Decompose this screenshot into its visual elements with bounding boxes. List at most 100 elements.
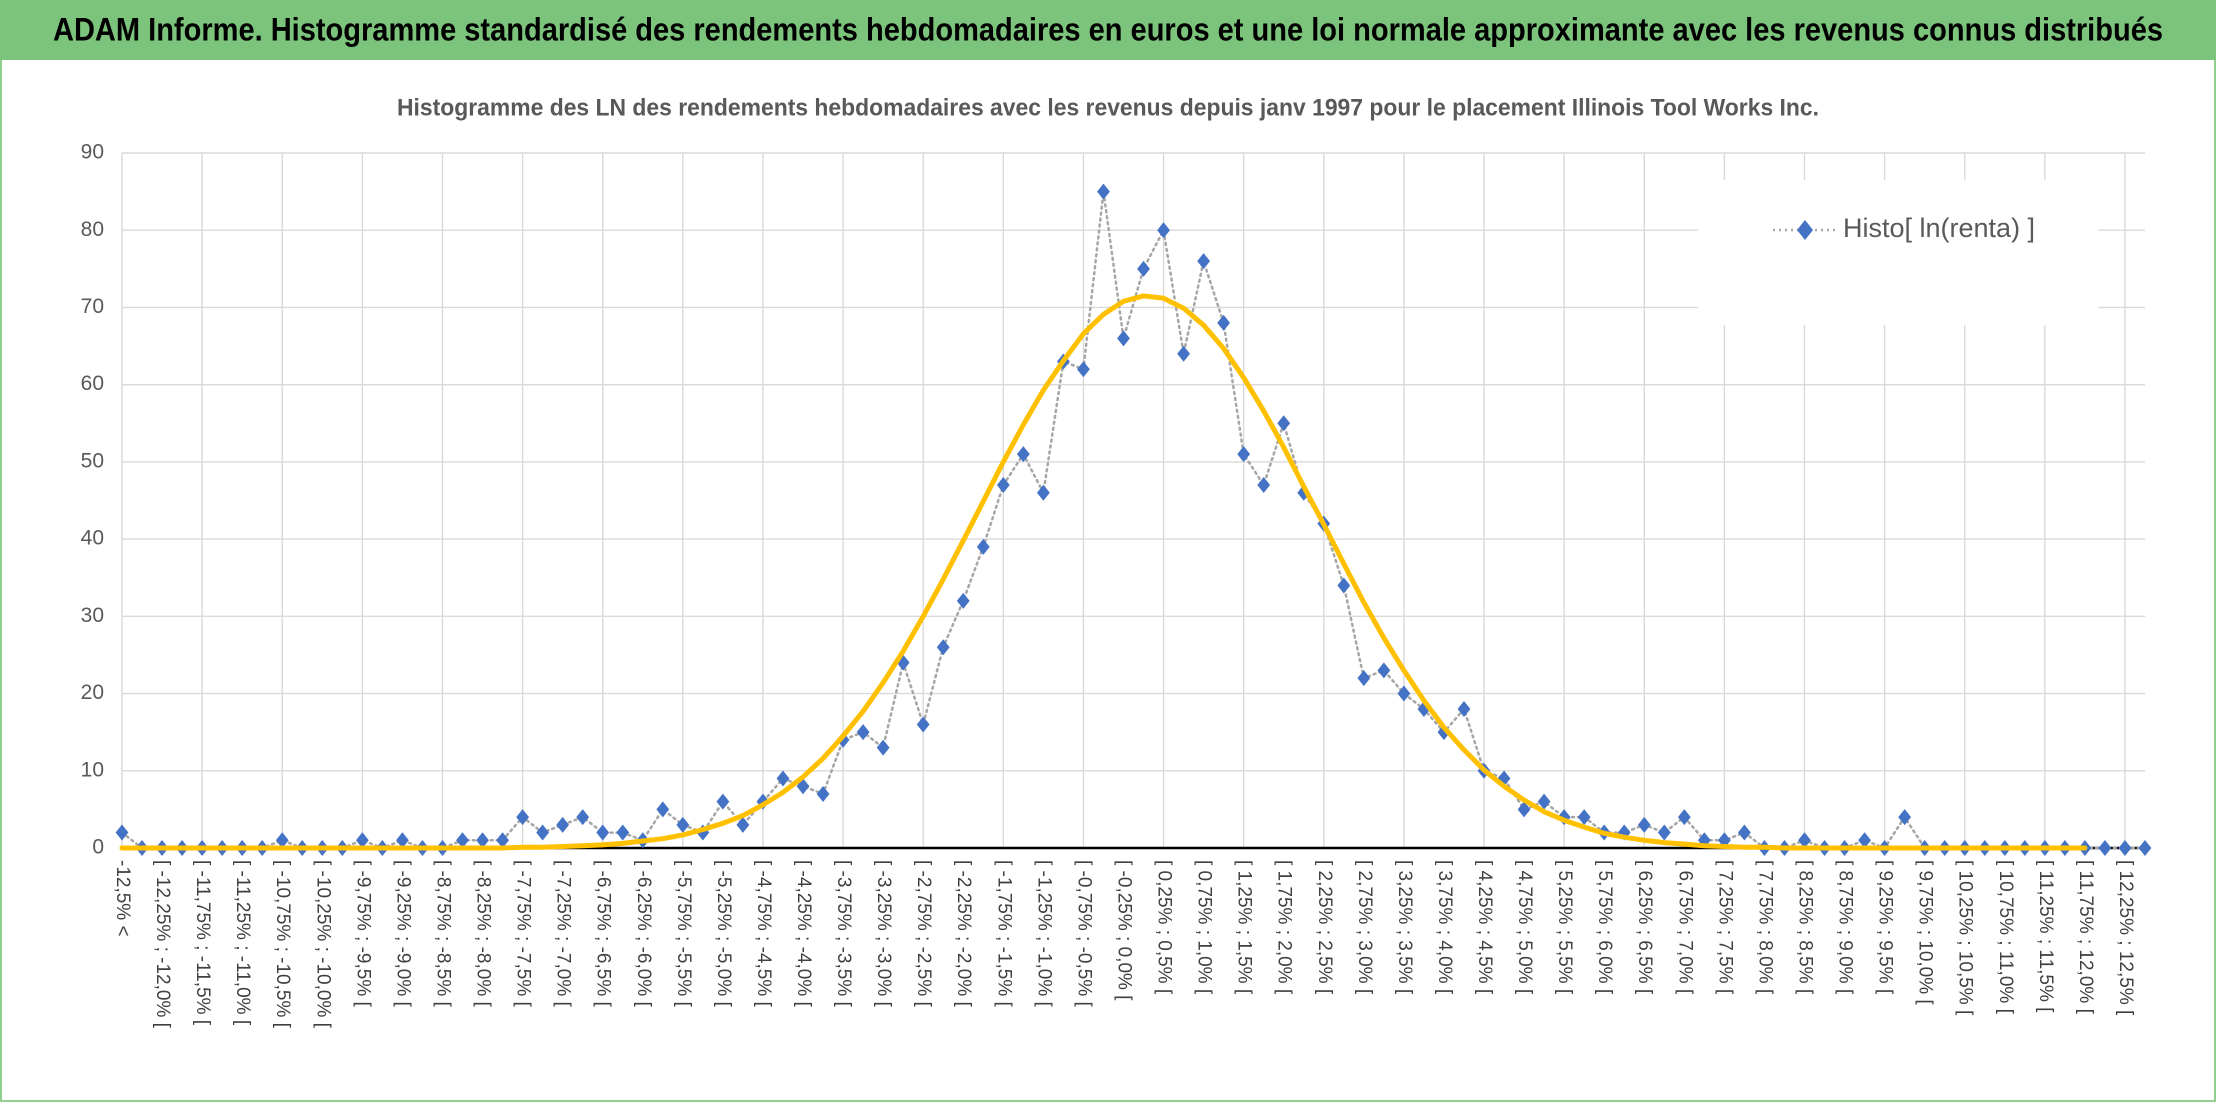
x-tick-label: [ -2,75% ; -2,5% [ xyxy=(913,860,934,1008)
data-point xyxy=(1898,809,1912,826)
data-point xyxy=(1457,701,1471,717)
header-title: ADAM Informe. Histogramme standardisé de… xyxy=(53,11,2163,47)
data-point xyxy=(1217,314,1231,331)
data-point xyxy=(776,770,790,787)
x-tick-label: [ -3,75% ; -3,5% [ xyxy=(833,860,854,1008)
x-tick-label: [ -0,75% ; -0,5% [ xyxy=(1073,860,1094,1008)
x-tick-label: [ 7,75% ; 8,0% [ xyxy=(1754,860,1775,995)
chart-title: Histogramme des LN des rendements hebdom… xyxy=(397,94,1819,121)
data-point xyxy=(956,592,970,609)
x-tick-label: [ -6,25% ; -6,0% [ xyxy=(633,860,654,1008)
x-tick-label: [ -4,25% ; -4,0% [ xyxy=(793,860,814,1008)
y-tick-label: 30 xyxy=(81,604,104,627)
data-point xyxy=(1117,330,1130,347)
x-tick-label: [ -10,25% ; -10,0% [ xyxy=(312,860,333,1029)
data-point xyxy=(496,832,509,849)
data-point xyxy=(2118,840,2132,856)
x-tick-label: [ 5,75% ; 6,0% [ xyxy=(1594,860,1615,995)
x-tick-label: [ -7,25% ; -7,0% [ xyxy=(553,860,574,1008)
y-tick-label: 50 xyxy=(81,449,104,472)
x-tick-label: [ 7,25% ; 7,5% [ xyxy=(1714,860,1735,995)
data-point xyxy=(556,816,570,833)
x-tick-label: [ 2,75% ; 3,0% [ xyxy=(1354,860,1375,995)
y-tick-label: 40 xyxy=(81,527,104,550)
data-point xyxy=(656,801,670,818)
x-tick-label: [ 0,25% ; 0,5% [ xyxy=(1154,860,1175,995)
data-point xyxy=(355,832,369,849)
x-tick-label: [ 11,75% ; 12,0% [ xyxy=(2075,860,2096,1015)
x-tick-label: [ -6,75% ; -6,5% [ xyxy=(593,860,614,1008)
x-tick-label: [ 4,75% ; 5,0% [ xyxy=(1514,860,1535,995)
x-tick-label: [ 9,75% ; 10,0% [ xyxy=(1915,860,1936,1005)
x-tick-label: [ -1,25% ; -1,0% [ xyxy=(1033,860,1054,1008)
data-point xyxy=(1397,685,1411,702)
x-tick-label: [ -10,75% ; -10,5% [ xyxy=(272,860,293,1029)
x-tick-label: [ -8,75% ; -8,5% [ xyxy=(432,860,453,1008)
x-tick-label: [ -2,25% ; -2,0% [ xyxy=(953,860,974,1008)
x-tick-label: [ -1,75% ; -1,5% [ xyxy=(993,860,1014,1008)
header-bar xyxy=(0,0,2216,60)
data-point xyxy=(996,477,1010,494)
legend-marker xyxy=(1797,220,1813,240)
x-tick-label: [ 9,25% ; 9,5% [ xyxy=(1875,860,1896,995)
data-point xyxy=(816,785,830,802)
data-point xyxy=(396,832,409,849)
data-point xyxy=(1237,446,1251,463)
x-tick-label: [ -7,75% ; -7,5% [ xyxy=(513,860,534,1008)
x-tick-label: [ 8,25% ; 8,5% [ xyxy=(1794,860,1815,995)
data-point xyxy=(2098,840,2112,856)
data-point xyxy=(1337,577,1351,594)
x-tick-label: [ -5,75% ; -5,5% [ xyxy=(673,860,694,1008)
data-point xyxy=(1137,260,1150,277)
data-point xyxy=(476,832,489,849)
y-tick-label: 80 xyxy=(81,218,104,241)
data-point xyxy=(536,824,550,841)
x-tick-label: [ 0,75% ; 1,0% [ xyxy=(1194,860,1215,995)
y-tick-label: 70 xyxy=(81,295,104,318)
data-point xyxy=(1577,809,1591,826)
x-tick-label: [ 12,25% ; 12,5% [ xyxy=(2115,860,2136,1016)
data-point xyxy=(856,724,870,741)
data-point xyxy=(616,824,630,841)
data-point xyxy=(1016,446,1030,463)
data-point xyxy=(2138,840,2152,856)
x-tick-label: [ -4,75% ; -4,5% [ xyxy=(753,860,774,1008)
x-tick-label: [ -12,25% ; -12,0% [ xyxy=(152,860,173,1029)
data-point xyxy=(1798,832,1811,849)
x-tick-label: [ 8,75% ; 9,0% [ xyxy=(1835,860,1856,995)
x-tick-label: [ 4,25% ; 4,5% [ xyxy=(1474,860,1495,995)
data-point xyxy=(916,716,930,733)
y-tick-label: 0 xyxy=(92,836,104,859)
data-point xyxy=(1257,477,1271,494)
fit-curve xyxy=(119,293,2088,851)
data-point xyxy=(1277,415,1291,432)
y-tick-label: 10 xyxy=(81,758,104,781)
data-point xyxy=(1677,809,1691,826)
x-tick-label: [ 10,25% ; 10,5% [ xyxy=(1955,860,1976,1016)
data-point xyxy=(1497,770,1511,787)
legend-box xyxy=(1698,180,2098,325)
data-point xyxy=(736,816,750,833)
x-tick-label: [ -11,75% ; -11,5% [ xyxy=(192,860,213,1026)
x-tick-label: [ -5,25% ; -5,0% [ xyxy=(713,860,734,1008)
x-tick-label: [ -0,25% ; 0,0% [ xyxy=(1113,860,1134,1001)
x-tick-label: [ 1,75% ; 2,0% [ xyxy=(1274,860,1295,995)
data-point xyxy=(976,538,990,555)
x-tick-label: [ 3,75% ; 4,0% [ xyxy=(1434,860,1455,995)
data-point xyxy=(1097,183,1110,200)
data-point xyxy=(1197,253,1211,270)
data-point xyxy=(1377,662,1391,679)
x-tick-label: [ 6,75% ; 7,0% [ xyxy=(1674,860,1695,995)
x-tick-label: [ 11,25% ; 11,5% [ xyxy=(2035,860,2056,1013)
data-point xyxy=(1157,222,1170,239)
legend-label: Histo[ ln(renta) ] xyxy=(1843,213,2035,243)
x-tick-label: [ 3,25% ; 3,5% [ xyxy=(1394,860,1415,995)
data-point xyxy=(1637,816,1651,833)
x-tick-label: [ -11,25% ; -11,0% [ xyxy=(232,860,253,1026)
data-point xyxy=(1517,801,1531,818)
data-point xyxy=(1357,670,1371,687)
y-tick-label: 60 xyxy=(81,372,104,395)
data-point xyxy=(576,809,590,826)
x-tick-label: -12,5% < xyxy=(112,860,133,937)
x-tick-label: [ -3,25% ; -3,0% [ xyxy=(873,860,894,1008)
